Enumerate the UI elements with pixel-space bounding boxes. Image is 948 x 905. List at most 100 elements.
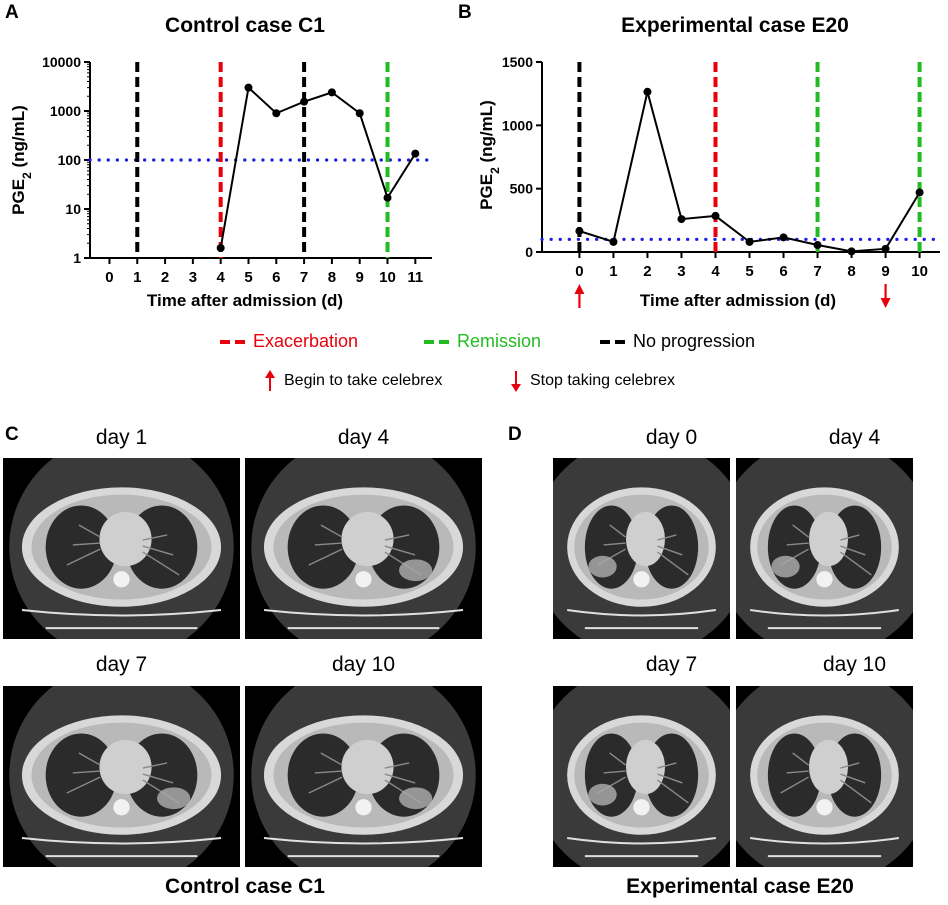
legend-stop-label: Stop taking celebrex <box>530 372 675 389</box>
chart-b-data-point <box>643 87 652 96</box>
chart-b-data-point <box>881 244 890 253</box>
chart-a-y-tick-label: 100 <box>58 152 82 168</box>
chart-b-series-line <box>579 91 921 253</box>
chart-b-data-point <box>609 237 618 246</box>
ct-slice-graphic <box>736 458 913 639</box>
ct-label-control-0: day 1 <box>95 426 148 449</box>
ct-label-exp-1: day 4 <box>828 426 881 449</box>
ct-slice-graphic <box>736 686 913 867</box>
chart-b-data-point <box>745 237 754 246</box>
chart-b-begin-arrow-icon <box>574 284 585 308</box>
chart-a-y-tick-label: 1 <box>73 250 81 266</box>
chart-a-data-point <box>355 109 364 118</box>
ct-label-control-3: day 10 <box>331 653 396 676</box>
ct-label-control-1: day 4 <box>337 426 390 449</box>
legend-begin: Begin to take celebrex <box>264 370 442 392</box>
ct-slice-graphic <box>251 686 476 867</box>
chart-a-x-tick-label: 9 <box>356 269 364 286</box>
chart-a-x-tick-label: 1 <box>133 269 141 286</box>
chart-b-x-tick-label: 0 <box>575 263 583 280</box>
legend-begin-label: Begin to take celebrex <box>284 372 443 389</box>
chart-b-x-tick-label: 10 <box>911 263 928 280</box>
chart-a-x-tick-label: 0 <box>105 269 113 286</box>
ct-scan-exp-day0 <box>553 458 730 639</box>
panel-label-c: C <box>5 424 19 445</box>
chart-a-title: Control case C1 <box>165 14 325 37</box>
chart-b-y-tick-label: 500 <box>510 181 534 197</box>
chart-a-x-tick-label: 5 <box>244 269 252 286</box>
ct-scan-exp-day7 <box>553 686 730 867</box>
chart-b-data-point <box>915 188 924 197</box>
ct-label-exp-3: day 10 <box>822 653 887 676</box>
chart-b-data-point <box>677 215 686 224</box>
legend-no-progression: No progression <box>600 331 755 352</box>
chart-a-y-tick-label: 1000 <box>50 103 81 119</box>
ct-slice-graphic <box>553 458 730 639</box>
legend-stop: Stop taking celebrex <box>510 370 675 392</box>
chart-b-x-tick-label: 9 <box>881 263 889 280</box>
chart-b-x-tick-label: 6 <box>779 263 787 280</box>
legend-remission-swatch <box>424 339 434 344</box>
chart-b-y-tick-label: 0 <box>525 244 533 260</box>
chart-a-x-tick-label: 3 <box>189 269 197 286</box>
arrow-down-icon <box>511 371 521 392</box>
legend-no-progression-swatch-2 <box>615 339 625 344</box>
chart-b-x-tick-label: 8 <box>847 263 855 280</box>
chart-a-data-point <box>383 193 392 202</box>
chart-b-data-point <box>711 211 720 220</box>
ct-scan-control-day1 <box>3 458 240 639</box>
chart-b-title: Experimental case E20 <box>621 14 849 37</box>
chart-a-data-point <box>216 243 225 252</box>
ct-caption-experimental: Experimental case E20 <box>626 875 854 898</box>
panel-label-b: B <box>458 2 472 23</box>
ct-slice-graphic <box>251 458 476 639</box>
chart-a-ylabel: PGE2 (ng/mL) <box>9 105 34 215</box>
chart-b-x-tick-label: 2 <box>643 263 651 280</box>
chart-b: PGE2 (ng/mL) Time after admission (d) 0 5… <box>477 54 942 310</box>
ct-scan-control-day4 <box>245 458 482 639</box>
chart-a-series-line <box>219 85 417 249</box>
legend-exacerbation-swatch-2 <box>235 339 245 344</box>
chart-a-x-tick-label: 10 <box>379 269 396 286</box>
ct-slice-graphic <box>9 458 234 639</box>
panel-label-d: D <box>508 424 522 445</box>
chart-a-x-tick-label: 11 <box>407 269 423 286</box>
chart-b-y-tick-label: 1000 <box>502 117 533 133</box>
legend-remission-swatch-2 <box>439 339 449 344</box>
chart-a-x-tick-label: 8 <box>328 269 336 286</box>
chart-a-data-point <box>272 109 281 118</box>
chart-b-y-tick-label: 1500 <box>502 54 533 70</box>
chart-b-data-point <box>575 227 584 236</box>
chart-a-data-point <box>300 97 309 106</box>
ct-scan-control-day10 <box>245 686 482 867</box>
arrow-up-icon <box>265 370 275 391</box>
chart-b-data-point <box>813 241 822 250</box>
chart-a-x-tick-label: 7 <box>300 269 308 286</box>
chart-a-data-point <box>411 149 420 158</box>
legend-no-progression-label: No progression <box>633 331 756 351</box>
chart-b-x-tick-label: 7 <box>813 263 821 280</box>
chart-a-x-tick-label: 2 <box>161 269 169 286</box>
ct-scan-exp-day4 <box>736 458 913 639</box>
chart-b-ylabel: PGE2 (ng/mL) <box>477 100 502 210</box>
legend-remission-label: Remission <box>457 331 542 351</box>
ct-label-exp-2: day 7 <box>645 653 698 676</box>
ct-scan-exp-day10 <box>736 686 913 867</box>
legend-exacerbation-swatch <box>220 339 230 344</box>
ct-slice-graphic <box>9 686 234 867</box>
chart-a-x-tick-label: 4 <box>217 269 226 286</box>
ct-label-exp-0: day 0 <box>645 426 698 449</box>
ct-slice-graphic <box>553 686 730 867</box>
chart-a-y-tick-label: 10000 <box>42 54 81 70</box>
chart-b-stop-arrow-icon <box>880 284 891 308</box>
chart-a-data-point <box>244 83 253 92</box>
legend-exacerbation-label: Exacerbation <box>253 331 359 351</box>
ct-label-control-2: day 7 <box>95 653 148 676</box>
legend-no-progression-swatch <box>600 339 610 344</box>
chart-b-x-tick-label: 3 <box>677 263 685 280</box>
legend-exacerbation: Exacerbation <box>220 331 358 352</box>
chart-b-data-point <box>847 247 856 256</box>
chart-b-xlabel: Time after admission (d) <box>640 291 836 310</box>
chart-b-data-point <box>779 233 788 242</box>
legend-remission: Remission <box>424 331 541 352</box>
